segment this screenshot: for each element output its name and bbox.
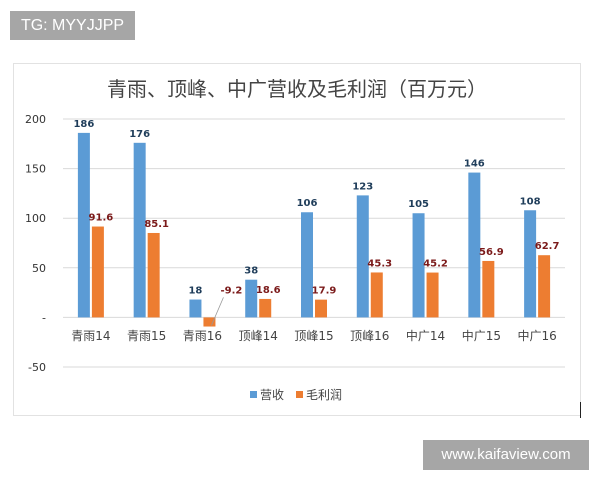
bar-profit (426, 272, 439, 318)
data-label: 18 (188, 286, 202, 297)
data-label: 105 (408, 199, 429, 210)
legend-swatch (296, 391, 303, 398)
bar-revenue (356, 195, 369, 318)
bar-profit (203, 317, 216, 327)
legend-swatch (250, 391, 257, 398)
y-tick-label: 150 (25, 163, 46, 176)
data-label: 45.2 (423, 259, 448, 270)
watermark-bottom-right: www.kaifaview.com (423, 440, 589, 470)
data-label: 62.7 (535, 241, 560, 252)
bar-profit (538, 255, 551, 318)
y-tick-label: 100 (25, 212, 46, 225)
data-label: 38 (244, 266, 258, 277)
x-tick-label: 青雨14 (71, 329, 110, 343)
x-tick-label: 中广15 (462, 328, 501, 343)
bar-profit (315, 299, 327, 318)
x-tick-label: 青雨16 (183, 329, 222, 343)
bar-revenue (524, 210, 537, 318)
data-label: 91.6 (89, 213, 114, 224)
bar-revenue (412, 213, 425, 318)
chart-title: 青雨、顶峰、中广营收及毛利润（百万元） (107, 77, 487, 101)
data-label: 45.3 (367, 258, 392, 269)
text-cursor (580, 402, 581, 418)
bar-revenue (133, 142, 146, 318)
data-label: -9.2 (221, 285, 243, 296)
bar-revenue (77, 132, 90, 318)
bar-profit (259, 298, 272, 318)
bar-revenue (189, 299, 202, 318)
x-tick-label: 中广16 (517, 328, 556, 343)
bar-profit (370, 272, 383, 318)
data-label: 106 (297, 198, 318, 209)
x-tick-label: 青雨15 (127, 329, 166, 343)
data-label: 146 (464, 159, 485, 170)
y-tick-label: - (42, 311, 46, 324)
x-tick-label: 中广14 (406, 328, 445, 343)
watermark-top-left: TG: MYYJJPP (10, 11, 135, 40)
data-label: 176 (129, 129, 150, 140)
data-label-leader (211, 297, 224, 326)
data-label: 56.9 (479, 247, 504, 258)
data-label: 17.9 (312, 286, 337, 297)
bar-revenue (245, 279, 258, 318)
y-tick-label: 50 (32, 262, 46, 275)
bar-revenue (468, 172, 481, 318)
data-label: 18.6 (256, 285, 281, 296)
data-label: 123 (352, 181, 373, 192)
data-label: 108 (520, 196, 541, 207)
x-tick-label: 顶峰16 (350, 329, 389, 343)
bar-profit (482, 260, 495, 318)
x-tick-label: 顶峰14 (239, 329, 278, 343)
x-tick-label: 顶峰15 (294, 329, 333, 343)
chart-frame (13, 63, 581, 416)
bar-revenue (301, 212, 313, 318)
y-tick-label: -50 (28, 361, 46, 374)
data-label: 186 (73, 119, 94, 130)
bar-profit (147, 232, 160, 318)
legend-label: 毛利润 (306, 388, 342, 402)
data-label: 85.1 (144, 219, 169, 230)
legend-label: 营收 (260, 388, 284, 402)
y-tick-label: 200 (25, 113, 46, 126)
bar-profit (91, 226, 104, 318)
